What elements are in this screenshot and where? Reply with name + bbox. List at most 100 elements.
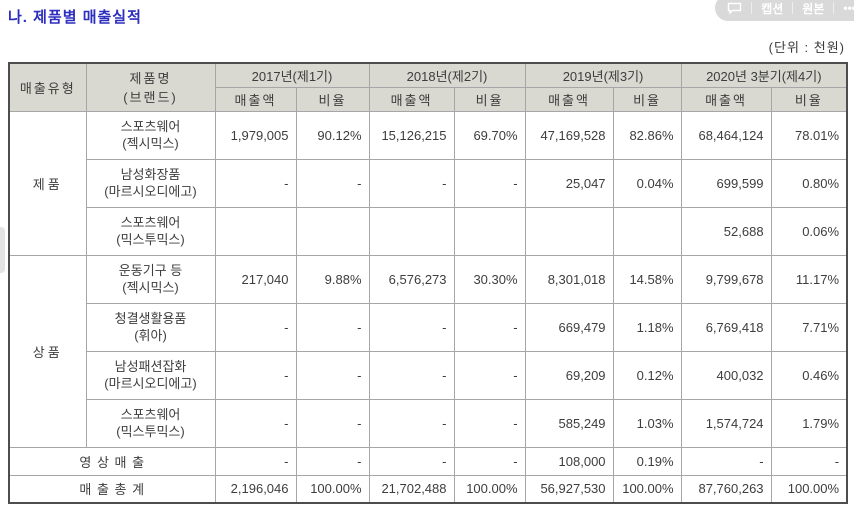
header-row-measures: 매출액 비율 매출액 비율 매출액 비율 매출액 비율 xyxy=(9,86,848,112)
product-name: 스포츠웨어 xyxy=(120,215,181,230)
col-sales-type: 매출유형 xyxy=(8,62,87,112)
ratio-cell: - xyxy=(770,446,848,476)
amount-cell: - xyxy=(680,446,772,476)
ratio-cell: 1.79% xyxy=(770,398,848,448)
ratio-cell: 100.00% xyxy=(770,474,848,504)
amount-cell: - xyxy=(368,398,455,448)
ratio-cell: 14.58% xyxy=(612,254,682,304)
ratio-cell: 30.30% xyxy=(453,254,526,304)
amount-cell: 669,479 xyxy=(524,302,614,352)
ratio-cell: - xyxy=(295,398,370,448)
amount-cell: 1,574,724 xyxy=(680,398,772,448)
caption-button[interactable]: 캡션 xyxy=(761,1,784,16)
amount-cell: 217,040 xyxy=(214,254,297,304)
ratio-cell: 69.70% xyxy=(453,110,526,160)
col-period-2019: 2019년(제3기) xyxy=(524,62,682,88)
ratio-cell: 0.04% xyxy=(612,158,682,208)
amount-cell xyxy=(214,206,297,256)
amount-cell xyxy=(524,206,614,256)
product-name: 운동기구 등 xyxy=(118,263,183,278)
more-button[interactable]: ••• xyxy=(843,1,854,15)
col-amount-2019: 매출액 xyxy=(524,86,614,112)
amount-cell: 25,047 xyxy=(524,158,614,208)
original-button[interactable]: 원본 xyxy=(802,1,825,16)
amount-cell: 585,249 xyxy=(524,398,614,448)
amount-cell: 2,196,046 xyxy=(214,474,297,504)
video-sales-row: 영 상 매 출 - - - - 108,000 0.19% - - xyxy=(8,446,848,476)
product-name-cell: 스포츠웨어 (믹스투믹스) xyxy=(85,206,216,256)
ratio-cell: 0.12% xyxy=(612,350,682,400)
toolbar-divider xyxy=(833,2,835,14)
product-name-cell: 청결생활용품 (휘아) xyxy=(85,302,216,352)
amount-cell: 52,688 xyxy=(680,206,772,256)
amount-cell: - xyxy=(368,302,455,352)
col-amount-2020: 매출액 xyxy=(680,86,772,112)
ratio-cell: - xyxy=(453,302,526,352)
ratio-cell: - xyxy=(295,350,370,400)
ratio-cell: 0.19% xyxy=(612,446,682,476)
ratio-cell: - xyxy=(295,302,370,352)
brand-name: (마르시오디에고) xyxy=(104,376,197,391)
product-name-cell: 남성화장품 (마르시오디에고) xyxy=(85,158,216,208)
product-name-cell: 운동기구 등 (젝시믹스) xyxy=(85,254,216,304)
col-period-2017: 2017년(제1기) xyxy=(214,62,370,88)
ratio-cell: 11.17% xyxy=(770,254,848,304)
image-overlay-toolbar: 캡션 원본 ••• xyxy=(715,0,854,21)
col-product-name: 제품명 (브랜드) xyxy=(85,62,216,112)
amount-cell: 108,000 xyxy=(524,446,614,476)
amount-cell: - xyxy=(368,158,455,208)
amount-cell: 69,209 xyxy=(524,350,614,400)
product-name-cell: 남성패션잡화 (마르시오디에고) xyxy=(85,350,216,400)
col-period-2020: 2020년 3분기(제4기) xyxy=(680,62,848,88)
amount-cell xyxy=(368,206,455,256)
amount-cell: 1,979,005 xyxy=(214,110,297,160)
brand-name: (휘아) xyxy=(134,328,167,343)
ratio-cell: 0.06% xyxy=(770,206,848,256)
col-ratio-2020: 비율 xyxy=(770,86,848,112)
amount-cell: 15,126,215 xyxy=(368,110,455,160)
page-title: 나. 제품별 매출실적 xyxy=(8,9,142,26)
col-amount-2018: 매출액 xyxy=(368,86,455,112)
header-row-periods: 매출유형 제품명 (브랜드) 2017년(제1기) 2018년(제2기) 201… xyxy=(8,62,848,112)
amount-cell: 87,760,263 xyxy=(680,474,772,504)
amount-cell: 6,576,273 xyxy=(368,254,455,304)
amount-cell: - xyxy=(368,350,455,400)
amount-cell: - xyxy=(214,398,297,448)
group-goods-label: 상품 xyxy=(8,254,87,448)
amount-cell: 699,599 xyxy=(680,158,772,208)
amount-cell: - xyxy=(214,446,297,476)
amount-cell: 21,702,488 xyxy=(368,474,455,504)
group-product-label: 제품 xyxy=(8,110,87,256)
ratio-cell: 82.86% xyxy=(612,110,682,160)
ratio-cell xyxy=(295,206,370,256)
ratio-cell: 7.71% xyxy=(770,302,848,352)
ratio-cell: 0.46% xyxy=(770,350,848,400)
table-row: 남성화장품 (마르시오디에고) - - - - 25,047 0.04% 699… xyxy=(9,158,848,208)
comment-icon[interactable] xyxy=(727,2,742,15)
table-row: 제품 스포츠웨어 (젝시믹스) 1,979,005 90.12% 15,126,… xyxy=(8,110,848,256)
ratio-cell: 1.18% xyxy=(612,302,682,352)
toolbar-divider xyxy=(751,2,753,14)
amount-cell: 9,799,678 xyxy=(680,254,772,304)
ratio-cell: 1.03% xyxy=(612,398,682,448)
sales-by-product-table: 매출유형 제품명 (브랜드) 2017년(제1기) 2018년(제2기) 201… xyxy=(8,62,849,504)
product-name: 남성화장품 xyxy=(120,167,181,182)
brand-name: (젝시믹스) xyxy=(122,280,179,295)
table-row: 청결생활용품 (휘아) - - - - 669,479 1.18% 6,769,… xyxy=(9,302,848,352)
col-amount-2017: 매출액 xyxy=(214,86,297,112)
ratio-cell: 78.01% xyxy=(770,110,848,160)
amount-cell: 6,769,418 xyxy=(680,302,772,352)
amount-cell: 47,169,528 xyxy=(524,110,614,160)
total-sales-row: 매 출 총 계 2,196,046 100.00% 21,702,488 100… xyxy=(8,474,848,504)
product-name: 청결생활용품 xyxy=(114,311,187,326)
ratio-cell: - xyxy=(295,158,370,208)
ratio-cell: 0.80% xyxy=(770,158,848,208)
total-sales-label: 매 출 총 계 xyxy=(8,474,216,504)
table-row: 남성패션잡화 (마르시오디에고) - - - - 69,209 0.12% 40… xyxy=(9,350,848,400)
amount-cell: 400,032 xyxy=(680,350,772,400)
product-name: 남성패션잡화 xyxy=(114,359,187,374)
brand-name: (믹스투믹스) xyxy=(116,424,185,439)
product-name-cell: 스포츠웨어 (믹스투믹스) xyxy=(85,398,216,448)
ratio-cell: - xyxy=(295,446,370,476)
ratio-cell: - xyxy=(453,350,526,400)
